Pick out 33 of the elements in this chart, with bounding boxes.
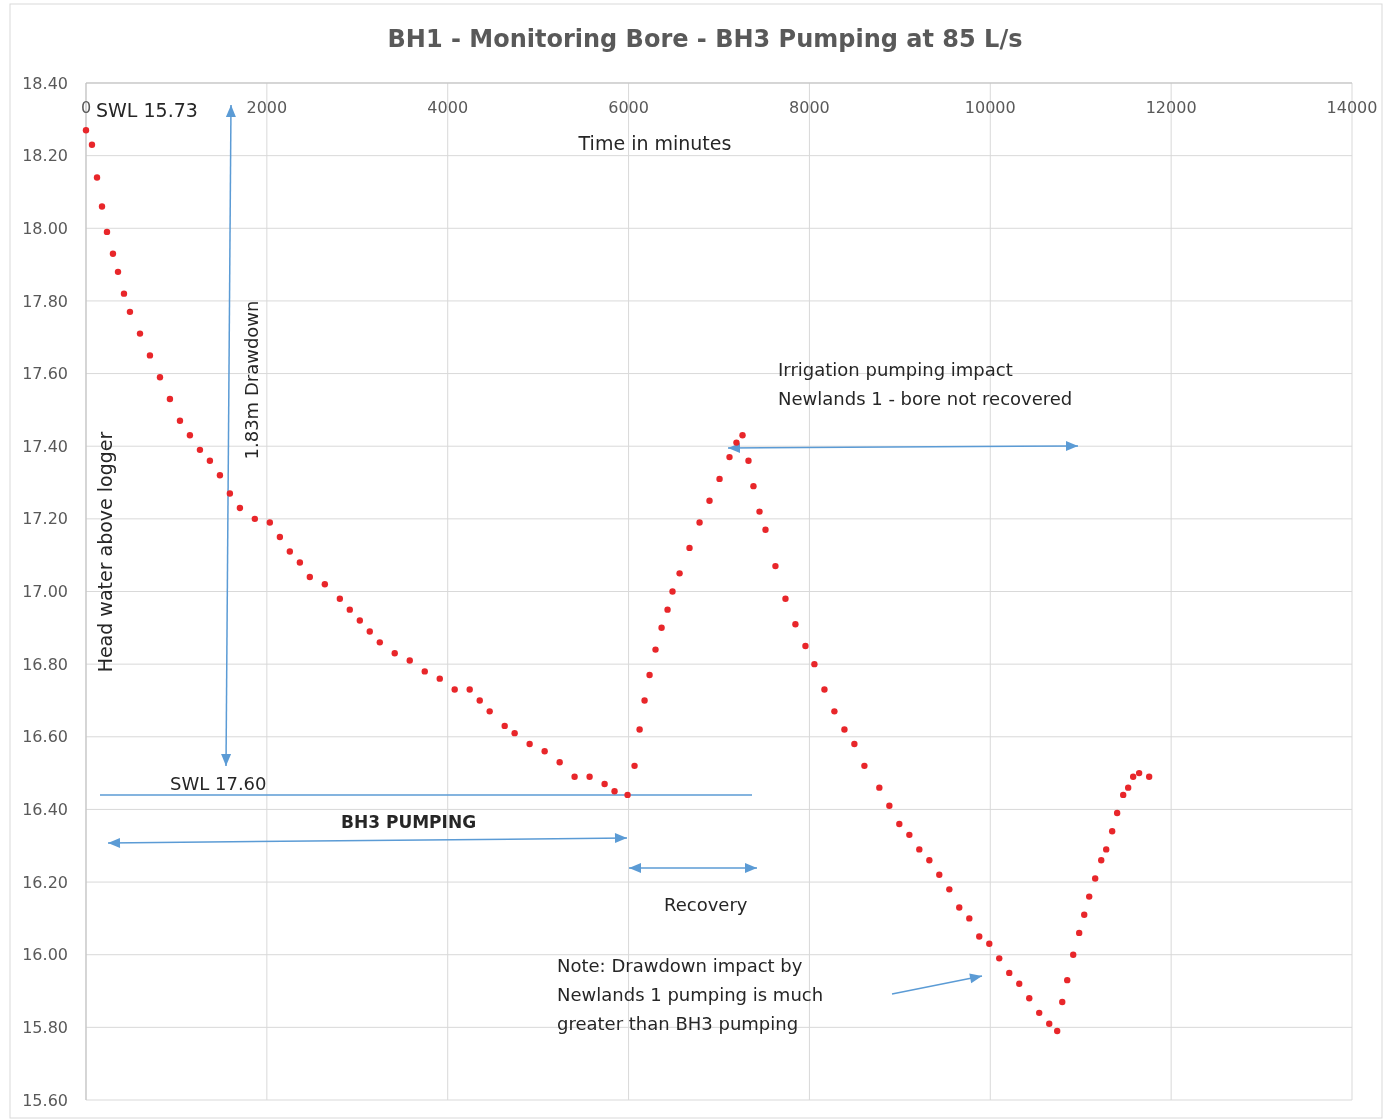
y-tick-label: 18.40 <box>22 73 68 93</box>
y-tick-label: 18.20 <box>22 146 68 166</box>
x-tick-label: 2000 <box>246 98 288 117</box>
y-tick-label: 16.60 <box>22 727 68 747</box>
y-tick-label: 15.80 <box>22 1017 68 1037</box>
y-tick-label: 16.80 <box>22 654 68 674</box>
y-tick-label: 18.00 <box>22 218 68 238</box>
y-tick-label: 17.80 <box>22 291 68 311</box>
x-tick-label: 12000 <box>1145 98 1197 117</box>
y-tick-label: 16.40 <box>22 800 68 820</box>
y-tick-label: 17.40 <box>22 436 68 456</box>
x-axis-title: Time in minutes <box>577 132 732 154</box>
annotation: Note: Drawdown impact by Newlands 1 pumping is much greater than BH3 pumping <box>557 955 824 1034</box>
x-tick-label: 4000 <box>427 98 469 117</box>
y-tick-label: 17.00 <box>22 582 68 602</box>
y-tick-label: 16.20 <box>22 872 68 892</box>
y-tick-label: 15.60 <box>22 1090 68 1110</box>
ref-line-label: SWL 17.60 <box>170 772 267 794</box>
x-tick-label: 6000 <box>608 98 649 117</box>
annotation: Irrigation pumping impact Newlands 1 - bore not recovered <box>778 359 1073 409</box>
annotation: Recovery <box>664 894 748 915</box>
annotation: BH3 PUMPING <box>341 812 477 832</box>
x-tick-label: 0 <box>80 98 92 117</box>
y-tick-label: 16.00 <box>22 945 68 965</box>
x-tick-label: 14000 <box>1326 98 1378 117</box>
annotation: SWL 15.73 <box>96 99 198 121</box>
annotation: 1.83m Drawdown <box>241 300 262 460</box>
y-tick-label: 17.20 <box>22 509 68 529</box>
x-tick-label: 8000 <box>789 98 830 117</box>
y-tick-label: 17.60 <box>22 364 68 384</box>
y-axis-title: Head water above logger <box>94 431 116 673</box>
x-tick-label: 10000 <box>964 98 1016 117</box>
chart-title: BH1 - Monitoring Bore - BH3 Pumping at 85 L/s <box>387 25 1023 53</box>
